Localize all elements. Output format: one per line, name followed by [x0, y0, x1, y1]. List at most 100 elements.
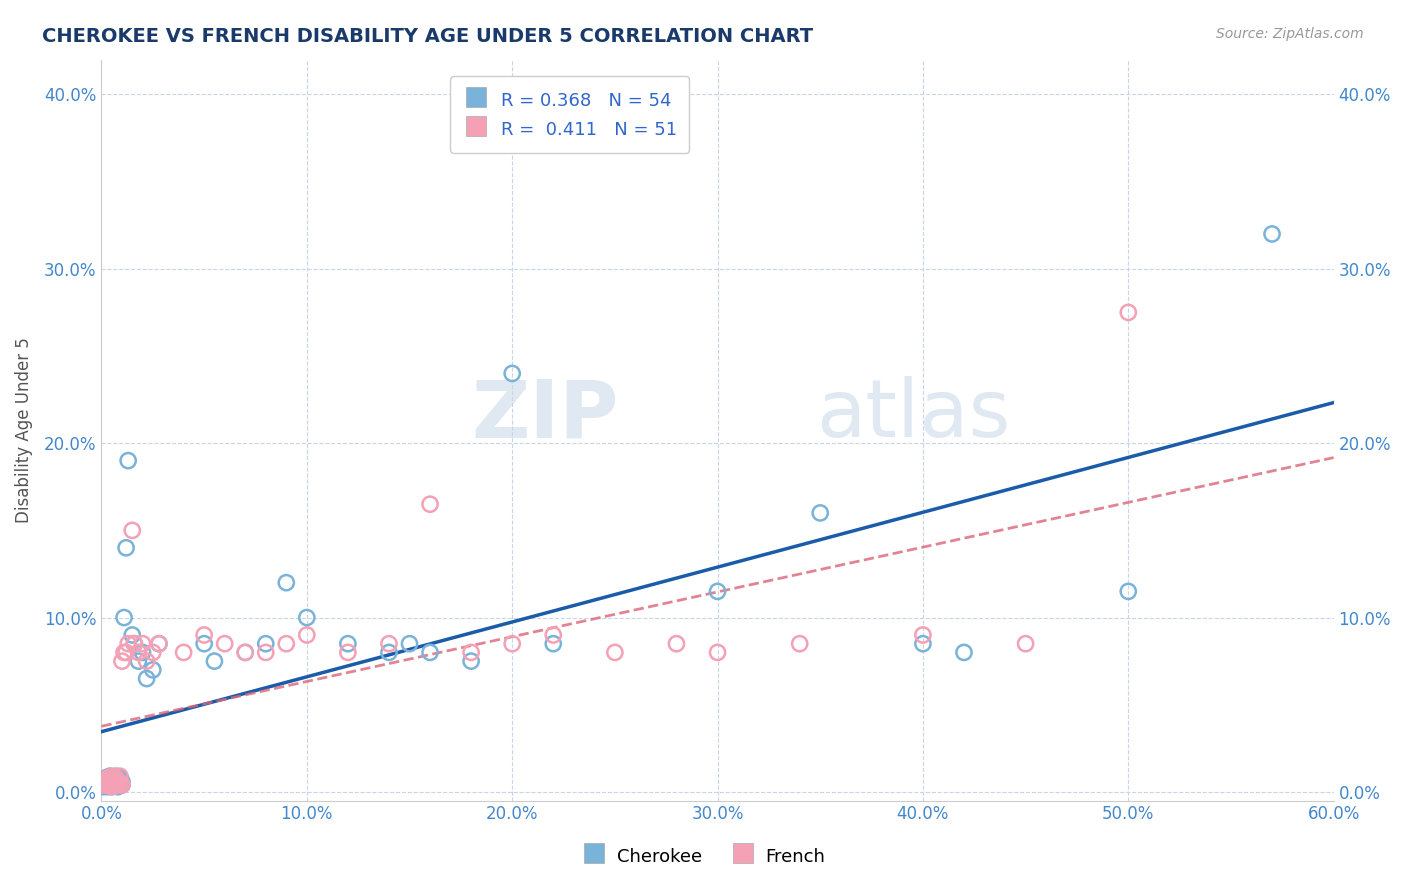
Point [148, 637, 170, 651]
Point [108, 776, 131, 790]
Y-axis label: Disability Age Under 5: Disability Age Under 5 [15, 337, 32, 523]
Point [108, 771, 131, 785]
Point [193, 628, 215, 642]
Point [117, 637, 139, 651]
Point [336, 637, 359, 651]
Point [1014, 637, 1036, 651]
Point [112, 610, 135, 624]
Point [204, 654, 226, 668]
Point [276, 637, 298, 651]
Point [398, 637, 420, 651]
Point [103, 771, 125, 785]
Point [501, 637, 523, 651]
Point [501, 367, 523, 381]
Point [104, 776, 127, 790]
Point [911, 637, 934, 651]
Point [233, 645, 256, 659]
Point [233, 645, 256, 659]
Point [97, 780, 120, 794]
Point [98, 769, 121, 783]
Legend: R = 0.368   N = 54, R =  0.411   N = 51: R = 0.368 N = 54, R = 0.411 N = 51 [450, 76, 689, 153]
Point [1261, 227, 1284, 241]
Point [706, 645, 728, 659]
Point [100, 780, 122, 794]
Point [419, 645, 441, 659]
Point [98, 774, 121, 789]
Point [789, 637, 811, 651]
Point [93, 778, 115, 792]
Point [808, 506, 831, 520]
Point [336, 645, 359, 659]
Point [419, 497, 441, 511]
Point [193, 637, 215, 651]
Text: CHEROKEE VS FRENCH DISABILITY AGE UNDER 5 CORRELATION CHART: CHEROKEE VS FRENCH DISABILITY AGE UNDER … [42, 27, 813, 45]
Point [124, 637, 146, 651]
Point [117, 453, 139, 467]
Point [93, 780, 115, 794]
Point [100, 780, 122, 794]
Point [135, 672, 157, 686]
Point [142, 663, 165, 677]
Point [108, 776, 131, 790]
Point [94, 776, 117, 790]
Text: atlas: atlas [815, 376, 1011, 454]
Point [254, 637, 277, 651]
Point [104, 769, 127, 783]
Point [1116, 584, 1139, 599]
Point [112, 645, 135, 659]
Point [97, 776, 120, 790]
Point [103, 772, 125, 787]
Point [111, 654, 134, 668]
Point [121, 524, 143, 538]
Point [142, 645, 165, 659]
Point [911, 628, 934, 642]
Point [98, 776, 121, 790]
Point [97, 771, 120, 785]
Text: ZIP: ZIP [472, 376, 619, 454]
Point [378, 645, 401, 659]
Point [124, 637, 146, 651]
Point [93, 774, 115, 789]
Point [115, 541, 138, 555]
Point [111, 778, 134, 792]
Point [543, 637, 565, 651]
Legend: Cherokee, French: Cherokee, French [574, 838, 832, 874]
Point [94, 774, 117, 789]
Point [103, 774, 125, 789]
Point [378, 637, 401, 651]
Point [148, 637, 170, 651]
Point [94, 778, 117, 792]
Point [665, 637, 688, 651]
Point [111, 774, 134, 789]
Point [100, 772, 122, 787]
Point [100, 776, 122, 790]
Point [107, 780, 129, 794]
Point [94, 772, 117, 787]
Point [1116, 305, 1139, 319]
Point [107, 772, 129, 787]
Point [108, 769, 131, 783]
Point [131, 637, 153, 651]
Point [93, 776, 115, 790]
Point [111, 778, 134, 792]
Point [103, 778, 125, 792]
Point [295, 628, 318, 642]
Point [173, 645, 195, 659]
Point [107, 774, 129, 789]
Point [98, 772, 121, 787]
Point [94, 771, 117, 785]
Point [460, 645, 482, 659]
Point [706, 584, 728, 599]
Point [131, 645, 153, 659]
Point [115, 645, 138, 659]
Point [107, 778, 129, 792]
Point [214, 637, 236, 651]
Point [100, 769, 122, 783]
Point [135, 654, 157, 668]
Point [953, 645, 976, 659]
Point [460, 654, 482, 668]
Point [97, 778, 120, 792]
Point [104, 771, 127, 785]
Point [603, 645, 626, 659]
Text: Source: ZipAtlas.com: Source: ZipAtlas.com [1216, 27, 1364, 41]
